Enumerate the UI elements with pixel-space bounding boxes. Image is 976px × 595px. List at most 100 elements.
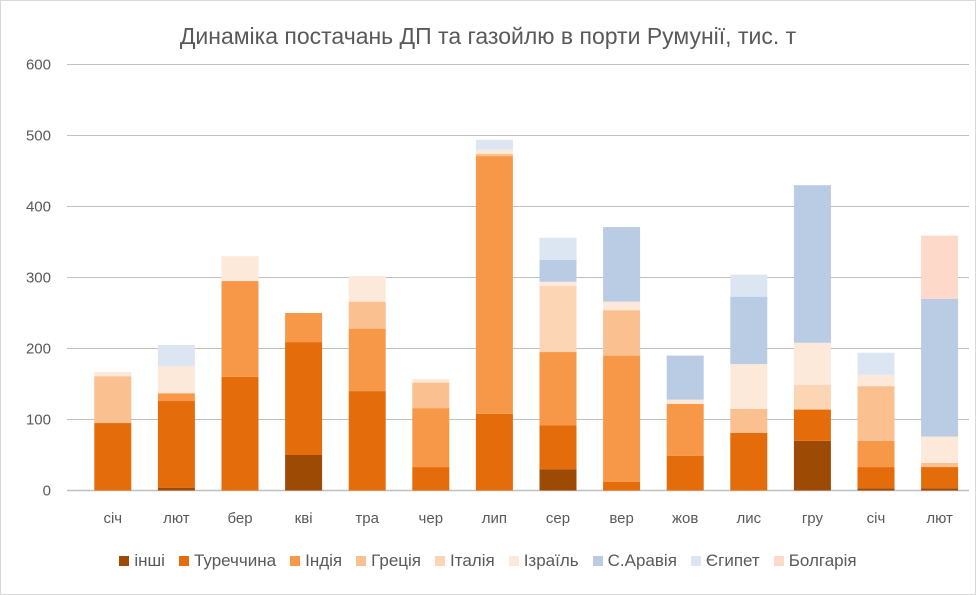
legend-swatch — [290, 556, 301, 566]
bar-segment — [94, 423, 132, 491]
x-tick-label: бер — [227, 510, 252, 527]
bar-segment — [857, 488, 895, 491]
x-tick-label: січ — [867, 510, 886, 527]
bar-segment — [348, 301, 386, 329]
bar-segment — [793, 384, 831, 410]
bar-segment — [157, 366, 195, 394]
bar-segment — [475, 149, 513, 154]
legend-label: інші — [134, 551, 165, 570]
bar-segment — [921, 488, 959, 491]
bar-segment — [539, 281, 577, 287]
bar-segment — [412, 379, 450, 383]
y-tick-label: 200 — [26, 341, 51, 358]
bar-segment — [666, 399, 704, 404]
bar-segment — [857, 374, 895, 387]
x-tick-label: вер — [609, 510, 634, 527]
bar-segment — [730, 432, 768, 491]
bar-segment — [475, 153, 513, 157]
legend-item: Греція — [356, 551, 421, 571]
bar-segment — [285, 455, 323, 491]
legend-swatch — [690, 556, 701, 566]
bar-segment — [921, 436, 959, 463]
legend-label: Єгипет — [705, 551, 760, 570]
legend-item: інші — [119, 551, 165, 571]
bar-segment — [857, 440, 895, 468]
bar-segment — [539, 259, 577, 282]
y-tick-label: 100 — [26, 412, 51, 429]
y-tick-label: 300 — [26, 270, 51, 287]
bar-segment — [666, 403, 704, 456]
bar-segment — [921, 298, 959, 437]
bar-segment — [603, 301, 641, 311]
legend-label: Туреччина — [193, 551, 277, 570]
bar-segment — [221, 281, 259, 377]
bar-segment — [475, 139, 513, 150]
legend-swatch — [592, 556, 603, 566]
bar-segment — [475, 413, 513, 491]
x-tick-label: тра — [355, 510, 379, 527]
legend-swatch — [773, 556, 784, 566]
legend-label: Індія — [305, 551, 343, 570]
bar-segment — [94, 371, 132, 377]
bar-segment — [793, 409, 831, 441]
legend-label: Італія — [450, 551, 495, 570]
bar-segment — [857, 352, 895, 375]
legend-item: Італія — [435, 551, 495, 571]
bar-segment — [793, 342, 831, 385]
bar-segment — [793, 185, 831, 343]
bar-segment — [221, 376, 259, 491]
legend-item: Болгарія — [773, 551, 857, 571]
x-tick-label: сер — [546, 510, 570, 527]
bar-segment — [539, 425, 577, 470]
legend-label: С.Аравія — [607, 551, 677, 570]
bar-segment — [348, 276, 386, 302]
bar-segment — [157, 344, 195, 367]
x-tick-label: лип — [482, 510, 507, 527]
bar-segment — [539, 237, 577, 260]
chart-title: Динаміка постачань ДП та газойлю в порти… — [179, 23, 797, 49]
x-tick-label: кві — [295, 510, 313, 527]
x-tick-label: жов — [672, 510, 698, 527]
legend-swatch — [508, 556, 519, 566]
y-tick-label: 500 — [26, 128, 51, 145]
bar-segment — [157, 401, 195, 488]
bar-segment — [921, 467, 959, 489]
legend-swatch — [435, 556, 446, 566]
bar-segment — [666, 455, 704, 491]
x-tick-label: гру — [802, 510, 824, 527]
bar-segment — [539, 286, 577, 353]
legend-item: Єгипет — [690, 551, 760, 571]
bar-segment — [412, 467, 450, 491]
bar-segment — [412, 382, 450, 409]
bar-segment — [94, 376, 132, 424]
legend-label: Ізраїль — [523, 551, 579, 570]
legend: інші Туреччина Індія Греція Італія Ізраїль С.А… — [1, 551, 975, 571]
bar-segment — [285, 313, 323, 343]
legend-swatch — [178, 556, 189, 566]
y-tick-label: 600 — [26, 57, 51, 74]
bar-segment — [539, 469, 577, 491]
bar-segment — [157, 487, 195, 491]
bar-segment — [157, 393, 195, 402]
legend-item: Ізраїль — [508, 551, 579, 571]
bar-segment — [539, 352, 577, 426]
bar-segment — [730, 364, 768, 409]
bar-segment — [793, 440, 831, 491]
bar-segment — [348, 391, 386, 491]
bar-segment — [921, 235, 959, 299]
legend-swatch — [119, 556, 130, 566]
legend-swatch — [356, 556, 367, 566]
bar-segment — [857, 467, 895, 489]
bar-segment — [475, 156, 513, 414]
legend-item: Індія — [290, 551, 342, 571]
bar-segment — [348, 328, 386, 392]
bar-segment — [857, 386, 895, 441]
bar-segment — [603, 355, 641, 482]
bar-segment — [285, 342, 323, 455]
x-tick-label: чер — [419, 510, 444, 527]
bar-segment — [603, 227, 641, 302]
y-tick-label: 0 — [43, 483, 51, 500]
bar-segment — [412, 408, 450, 468]
